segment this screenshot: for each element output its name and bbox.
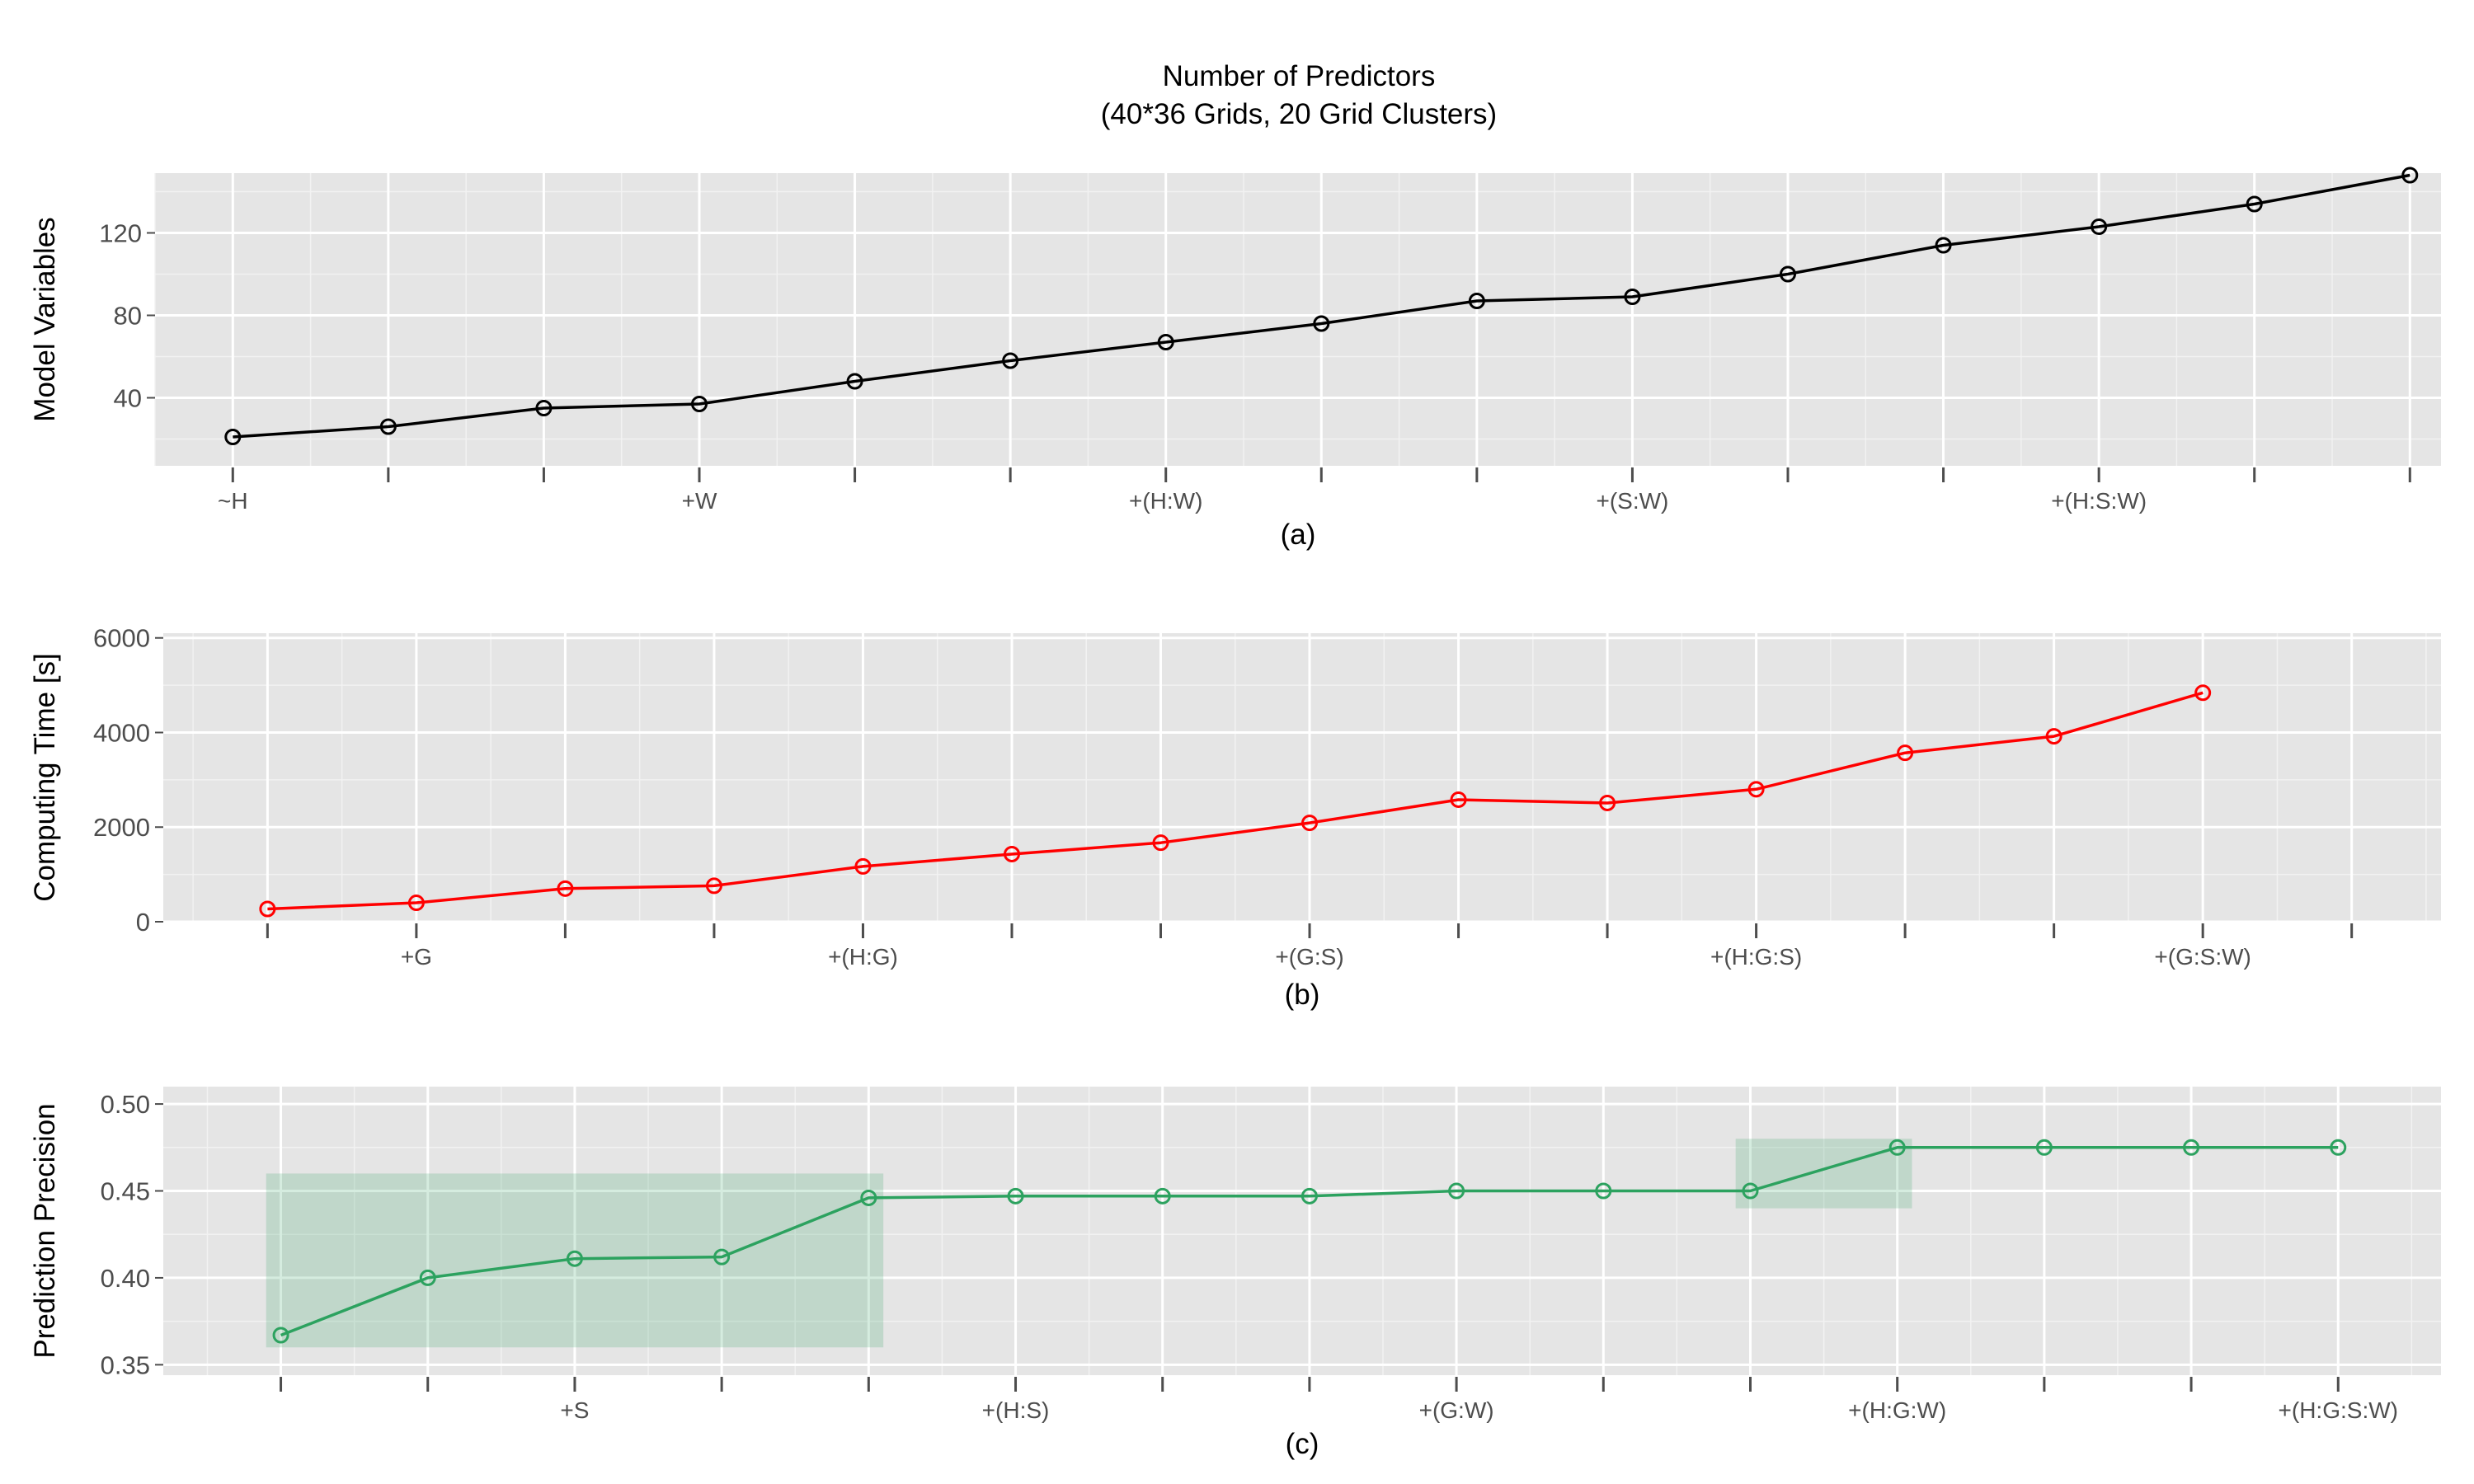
x-tick-label: +(H:G:W): [1848, 1397, 1946, 1423]
plot-background: [155, 173, 2441, 466]
x-tick-label: +(H:S:W): [2051, 488, 2147, 514]
data-point: [1780, 265, 1796, 283]
series-line: [267, 691, 2204, 911]
data-point: [1468, 293, 1485, 309]
data-point: [2401, 167, 2419, 184]
panel-b: 0 2000 4000 6000 +G +(H:G) +(G:S) +(H:G:S) +(G:S…: [29, 624, 2441, 1011]
y-tick-label: 80: [114, 302, 142, 331]
y-tick-label: 120: [99, 219, 142, 248]
data-point: [1003, 845, 1020, 862]
data-point: [713, 1248, 731, 1266]
data-point: [557, 880, 574, 897]
data-point: [272, 1327, 289, 1344]
panel-label: (c): [1286, 1428, 1319, 1460]
data-point: [1313, 315, 1330, 332]
highlight-region: [266, 1173, 884, 1348]
x-tick-label: +(G:W): [1419, 1397, 1494, 1423]
data-point: [846, 373, 863, 390]
data-point: [2035, 1139, 2053, 1156]
panel-c: 0.35 0.40 0.45 0.50 +S +(H:S) +(G:W) +(H:G:W) +(…: [29, 1087, 2441, 1460]
chart-panels: 40 80 120 ~H +W +(H:W) +(S:W) +(H:S:W) Model Var…: [29, 167, 2441, 1460]
data-point: [2246, 195, 2263, 213]
data-point: [860, 1189, 877, 1206]
data-point: [1742, 1182, 1759, 1200]
data-point: [1935, 237, 1952, 254]
data-point: [407, 895, 425, 912]
x-tick-label: +(H:S): [982, 1397, 1050, 1423]
data-point: [2183, 1139, 2200, 1156]
data-point: [1897, 744, 1914, 762]
y-axis-label: Model Variables: [29, 217, 61, 421]
data-point: [1300, 1187, 1318, 1205]
data-point: [1599, 794, 1616, 811]
series-line: [233, 173, 2411, 439]
y-tick-label: 0.50: [101, 1090, 150, 1119]
x-tick-label: +S: [560, 1397, 589, 1423]
data-point: [259, 900, 276, 918]
data-point: [2330, 1139, 2347, 1156]
data-point: [1007, 1187, 1024, 1205]
x-tick-label: +G: [401, 944, 432, 970]
x-tick-label: ~H: [218, 488, 248, 514]
y-tick-label: 6000: [93, 624, 150, 653]
plot-background: [163, 1087, 2441, 1375]
data-point: [1154, 1187, 1171, 1205]
data-point: [1157, 334, 1174, 350]
y-tick-label: 40: [114, 384, 142, 413]
data-point: [566, 1250, 583, 1267]
data-point: [1888, 1139, 1906, 1156]
gridlines: [154, 173, 2441, 466]
x-tick-label: +W: [682, 488, 717, 514]
data-point: [1152, 834, 1169, 852]
series-line: [280, 1146, 2339, 1337]
panel-a: 40 80 120 ~H +W +(H:W) +(S:W) +(H:S:W) Model Var…: [29, 167, 2441, 551]
x-tick-label: +(G:S): [1275, 944, 1343, 970]
y-tick-label: 2000: [93, 813, 150, 842]
y-tick-label: 4000: [93, 718, 150, 747]
x-tick-label: +(H:G:S:W): [2279, 1397, 2398, 1423]
x-tick-label: +(H:W): [1129, 488, 1202, 514]
data-point: [1595, 1182, 1612, 1200]
y-axis-label: Computing Time [s]: [29, 653, 61, 902]
x-tick-label: +(G:S:W): [2154, 944, 2251, 970]
y-tick-label: 0: [136, 908, 150, 937]
y-tick-label: 0.45: [101, 1177, 150, 1206]
highlight-region: [1735, 1139, 1912, 1209]
data-point: [535, 400, 553, 416]
plot-background: [163, 633, 2441, 922]
data-point: [419, 1269, 436, 1286]
figure-title-line1: Number of Predictors: [1163, 60, 1436, 92]
data-point: [691, 396, 708, 412]
x-tick-label: +(S:W): [1596, 488, 1668, 514]
data-point: [2091, 218, 2108, 235]
x-tick-label: +(H:G): [828, 944, 898, 970]
figure-title-line2: (40*36 Grids, 20 Grid Clusters): [1101, 98, 1497, 130]
data-point: [2194, 684, 2212, 702]
data-point: [1301, 815, 1319, 832]
data-point: [705, 877, 722, 895]
data-point: [2045, 728, 2062, 745]
data-point: [1448, 1182, 1465, 1200]
gridlines: [163, 633, 2441, 923]
data-point: [224, 429, 242, 445]
data-point: [1747, 781, 1765, 798]
data-point: [1624, 289, 1641, 305]
panel-label: (b): [1285, 979, 1320, 1011]
data-point: [1450, 791, 1467, 808]
y-tick-label: 0.40: [101, 1264, 150, 1293]
panel-label: (a): [1281, 519, 1316, 551]
y-tick-label: 0.35: [101, 1350, 150, 1379]
data-point: [379, 418, 397, 435]
y-axis-label: Prediction Precision: [29, 1103, 61, 1358]
x-tick-label: +(H:G:S): [1710, 944, 1802, 970]
data-point: [1002, 352, 1019, 369]
data-point: [854, 857, 872, 875]
